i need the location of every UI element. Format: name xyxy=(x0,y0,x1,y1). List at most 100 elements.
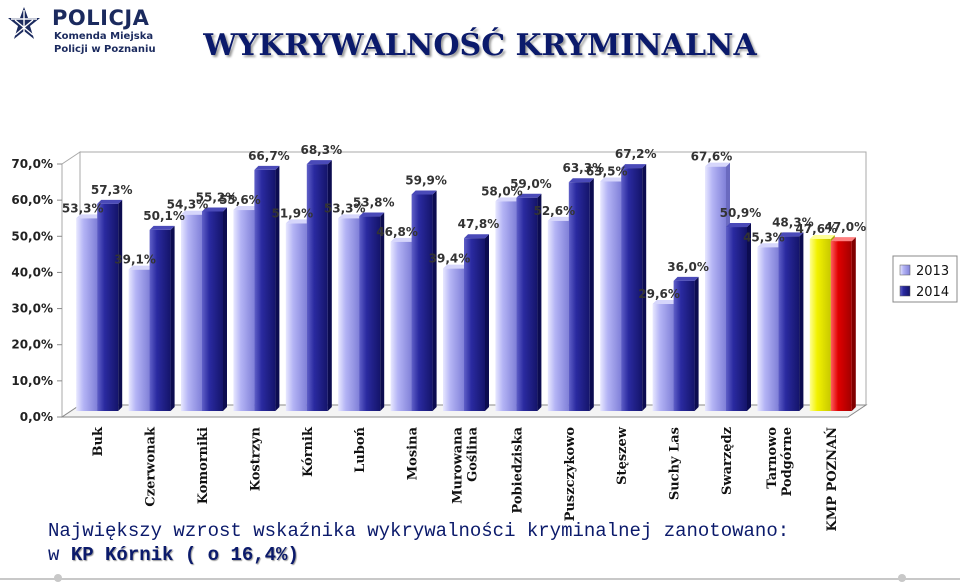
bar-2013-top xyxy=(705,162,730,167)
bar-2014-top xyxy=(97,199,123,204)
bar-2014-top xyxy=(464,234,489,239)
bar-2014-side xyxy=(380,212,385,411)
category-label-line: Tarnowo xyxy=(765,427,780,489)
legend-label-2014: 2014 xyxy=(916,285,949,300)
bar-2014-side xyxy=(118,199,123,411)
category-label: Pobiedziska xyxy=(510,426,525,513)
bar-2013-top xyxy=(128,265,154,270)
data-label-2013: 67,6% xyxy=(691,150,733,164)
bar-2014-front xyxy=(726,227,747,411)
category-label: Swarzędz xyxy=(720,427,735,495)
bar-2014-top xyxy=(621,164,647,169)
footnote-line-2: w KP Kórnik ( o 16,4%) xyxy=(48,543,789,567)
bar-2014-side xyxy=(485,234,489,411)
bar-2014-side xyxy=(327,160,332,411)
bar-2014-top xyxy=(673,276,699,281)
bar-2013-front xyxy=(76,218,98,411)
category-label: Puszczykowo xyxy=(563,427,578,522)
bar-2014 xyxy=(359,212,385,411)
bar-2014 xyxy=(516,193,542,411)
bar-2013-front xyxy=(338,218,360,411)
data-label-2014: 59,0% xyxy=(510,177,552,191)
bar-2013-top xyxy=(338,214,364,219)
bar-2014-front xyxy=(778,236,800,411)
category-label-line: Suchy Las xyxy=(668,427,683,500)
category-label-line: Kórnik xyxy=(301,426,316,477)
bar-2014-side xyxy=(747,223,751,411)
bar-2014-front xyxy=(464,238,485,411)
footnote-prefix: w xyxy=(48,544,71,566)
bar-2014 xyxy=(306,160,332,411)
slide-dot-right xyxy=(898,574,906,582)
bar-2014-side xyxy=(223,207,227,411)
bar-2013-top xyxy=(547,216,573,221)
bar-2013-top xyxy=(809,234,835,239)
data-label-2013: 54,3% xyxy=(167,198,209,212)
data-label-2014: 48,3% xyxy=(772,215,814,229)
bar-2014-front xyxy=(202,211,223,411)
bar-2013-top xyxy=(443,264,468,269)
category-label-line: Buk xyxy=(91,426,106,456)
bar-2014-side xyxy=(275,165,280,411)
bar-2014-top xyxy=(568,178,594,183)
bar-2014 xyxy=(726,223,751,411)
bar-2014-top xyxy=(359,212,385,217)
category-label-line: KMP POZNAŃ xyxy=(824,427,840,532)
category-label: MurowanaGoślina xyxy=(451,426,481,503)
legend-swatch-2013 xyxy=(899,264,911,276)
bar-2013-front xyxy=(600,181,622,411)
y-tick-label: 60,0% xyxy=(11,193,53,207)
legend-label-2013: 2013 xyxy=(916,264,949,279)
y-tick-label: 0,0% xyxy=(20,410,53,424)
bar-2013-top xyxy=(233,206,259,211)
category-label: KMP POZNAŃ xyxy=(824,427,840,532)
y-tick-label: 40,0% xyxy=(11,265,53,279)
category-label: Czerwonak xyxy=(144,426,159,507)
org-sub-line-2: Policji w Poznaniu xyxy=(54,44,156,55)
data-label-2013: 58,0% xyxy=(481,184,523,198)
y-tick-label: 70,0% xyxy=(11,157,53,171)
bar-2014 xyxy=(202,207,227,411)
bar-2014-front xyxy=(516,197,538,411)
data-label-2014: 67,2% xyxy=(615,147,657,161)
bar-2013-front xyxy=(495,201,517,411)
category-label: Komorniki xyxy=(196,427,211,504)
category-label: Buk xyxy=(91,426,106,456)
bar-2014-side xyxy=(170,225,175,411)
bar-2014-side xyxy=(589,178,594,411)
legend-swatch-2014 xyxy=(899,285,911,297)
category-label: Stęszew xyxy=(615,426,630,485)
bar-2013-top xyxy=(600,177,626,182)
bar-2014-top xyxy=(306,160,332,165)
data-label-2013: 63,5% xyxy=(586,164,628,178)
category-label-line: Czerwonak xyxy=(144,426,159,507)
bar-2014 xyxy=(778,232,804,411)
bar-2014-side xyxy=(642,164,647,411)
bar-2014 xyxy=(568,178,594,411)
footnote-line-1: Największy wzrost wskaźnika wykrywalnośc… xyxy=(48,520,790,542)
data-label-2014: 47,8% xyxy=(458,217,500,231)
data-label-2013: 39,1% xyxy=(114,253,156,267)
bar-2013-top xyxy=(76,214,102,219)
category-label-line: Kostrzyn xyxy=(248,426,263,491)
category-label: Luboń xyxy=(353,426,368,472)
org-sub-line-1: Komenda Miejska xyxy=(54,31,154,42)
data-label-2013: 51,9% xyxy=(271,206,313,220)
bar-2014 xyxy=(149,225,175,411)
data-label-2014: 57,3% xyxy=(91,183,133,197)
bar-2014-front xyxy=(254,169,276,411)
bar-2014-top xyxy=(411,190,437,195)
y-tick-label: 30,0% xyxy=(11,302,53,316)
category-label-line: Komorniki xyxy=(196,427,211,504)
category-label-line: Luboń xyxy=(353,426,368,472)
data-label-2014: 47,0% xyxy=(824,220,866,234)
data-label-2013: 46,8% xyxy=(376,225,418,239)
category-label: Kórnik xyxy=(301,426,316,477)
y-tick-label: 20,0% xyxy=(11,338,53,352)
data-label-2014: 63,3% xyxy=(562,161,604,175)
bar-2013-front xyxy=(757,247,779,411)
bar-2014-top xyxy=(202,207,227,212)
bar-2014-front xyxy=(621,168,643,411)
bar-2014-top xyxy=(726,223,751,228)
